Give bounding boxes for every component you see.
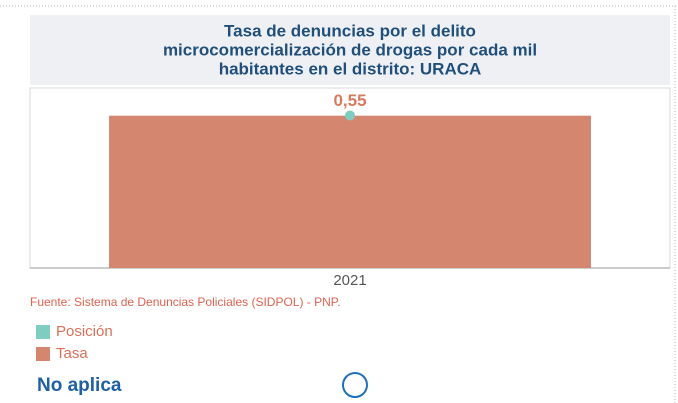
data-label: 0,55 — [333, 91, 366, 110]
bar — [109, 115, 591, 268]
status-icon — [342, 372, 368, 398]
legend-swatch — [36, 325, 50, 339]
legend-swatch — [36, 347, 50, 361]
title-box — [30, 15, 670, 85]
chart-title: Tasa de denuncias por el delito — [224, 21, 476, 40]
source: Fuente: Sistema de Denuncias Policiales … — [30, 295, 341, 309]
point — [345, 110, 355, 121]
chart-title: habitantes en el distrito: URACA — [219, 59, 482, 78]
status: No aplica — [37, 375, 122, 396]
x-tick-label: 2021 — [333, 272, 366, 289]
chart-title: microcomercialización de drogas por cada… — [163, 40, 537, 59]
legend-label: Posición — [56, 323, 113, 340]
legend-label: Tasa — [56, 345, 88, 362]
